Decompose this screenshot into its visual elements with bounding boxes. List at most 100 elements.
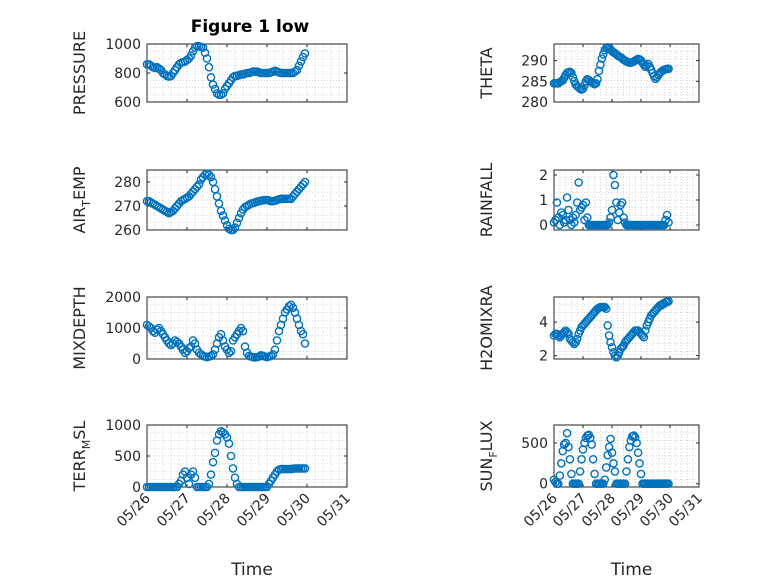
y-tick-label: 280	[521, 95, 548, 111]
y-axis-label-rainfall: RAINFALL	[477, 163, 496, 238]
data-point	[226, 451, 236, 461]
data-point	[664, 64, 673, 74]
data-point	[636, 469, 646, 479]
data-point	[228, 225, 238, 235]
y-tick-label: 285	[521, 74, 548, 90]
y-tick-label: 2000	[105, 290, 141, 306]
data-point	[300, 49, 310, 58]
data-point	[210, 448, 220, 458]
data-point	[218, 89, 228, 98]
data-point	[568, 72, 578, 82]
x-tick-label: 05/28	[194, 491, 234, 531]
y-axis-label-theta: THETA	[477, 47, 496, 99]
data-point	[609, 459, 618, 468]
subplot-air_temp: 260 270 280 AIRTEMP	[70, 166, 348, 239]
data-point	[288, 303, 298, 313]
data-point	[294, 61, 304, 71]
data-point	[210, 84, 220, 94]
data-point	[208, 457, 218, 467]
data-point	[290, 67, 300, 76]
data-point	[596, 60, 605, 70]
data-point	[190, 43, 200, 52]
axes-box-theta	[553, 43, 700, 103]
data-point	[234, 213, 244, 223]
data-point	[300, 177, 310, 187]
subplot-rainfall: 0 1 2 RAINFALL	[477, 163, 700, 238]
data-point	[556, 459, 566, 468]
series-mixdepth	[142, 300, 310, 362]
data-point	[238, 326, 248, 336]
data-point	[664, 479, 673, 489]
x-tick-label: 05/27	[154, 491, 194, 531]
y-axis-label-sun_flux: SUNFLUX	[477, 420, 500, 491]
series-h2omixra	[549, 296, 673, 362]
data-point	[610, 180, 620, 190]
data-point	[226, 346, 236, 356]
data-point	[218, 211, 228, 220]
y-axis-label-pressure: PRESSURE	[70, 31, 89, 115]
series-rainfall	[549, 170, 673, 230]
data-point	[194, 180, 204, 189]
data-point	[232, 218, 242, 228]
x-tick-label: 05/30	[274, 491, 314, 531]
data-point	[577, 454, 586, 464]
series-pressure	[142, 41, 310, 100]
y-tick-label: 270	[114, 199, 141, 215]
grid-terr_msl	[146, 424, 348, 488]
data-point	[574, 178, 583, 187]
data-point	[600, 475, 610, 484]
data-point	[220, 216, 230, 225]
data-point	[567, 68, 576, 78]
y-axis-label-air_temp: AIRTEMP	[70, 166, 93, 233]
data-point	[564, 442, 573, 452]
data-point	[591, 79, 601, 88]
data-point	[575, 467, 585, 476]
data-point	[555, 220, 565, 230]
data-point	[599, 479, 608, 489]
data-point	[593, 74, 602, 84]
data-point	[662, 210, 672, 220]
data-point	[606, 434, 615, 444]
x-axis-label: Time	[230, 560, 273, 580]
data-point	[206, 172, 216, 182]
subplot-theta: 280 285 290 THETA	[477, 43, 700, 111]
y-tick-label: 1	[539, 193, 548, 209]
data-point	[587, 440, 597, 449]
data-point	[629, 431, 639, 440]
data-point	[565, 454, 575, 464]
data-point	[555, 471, 565, 480]
x-tick-label: 05/31	[314, 491, 354, 531]
data-point	[606, 337, 615, 347]
y-tick-label: 260	[114, 223, 141, 239]
data-point	[208, 80, 218, 89]
data-point	[266, 351, 276, 361]
data-point	[296, 57, 306, 66]
data-point	[224, 348, 234, 358]
figure-title: Figure 1 low	[191, 17, 310, 37]
data-point	[292, 65, 302, 75]
series-theta	[549, 43, 673, 94]
data-point	[588, 454, 598, 464]
data-point	[198, 43, 208, 52]
data-point	[298, 180, 308, 189]
data-point	[664, 218, 673, 227]
x-tick-label: 05/31	[666, 491, 706, 531]
data-point	[610, 467, 620, 476]
subplot-h2omixra: 2 4 H2OMIXRA	[477, 285, 700, 371]
data-point	[601, 463, 611, 472]
data-point	[562, 193, 572, 202]
data-point	[562, 428, 572, 438]
data-point	[204, 170, 214, 180]
data-point	[268, 350, 278, 359]
data-point	[659, 220, 669, 230]
data-point	[590, 469, 599, 479]
y-tick-label: 2	[539, 349, 548, 365]
subplot-pressure: 600 800 1000 PRESSURE	[70, 31, 348, 115]
data-point	[184, 343, 194, 353]
data-point	[633, 448, 643, 458]
data-point	[300, 464, 310, 473]
data-point	[607, 342, 617, 352]
data-point	[228, 464, 238, 473]
data-point	[152, 325, 162, 334]
grid-theta	[553, 43, 700, 103]
